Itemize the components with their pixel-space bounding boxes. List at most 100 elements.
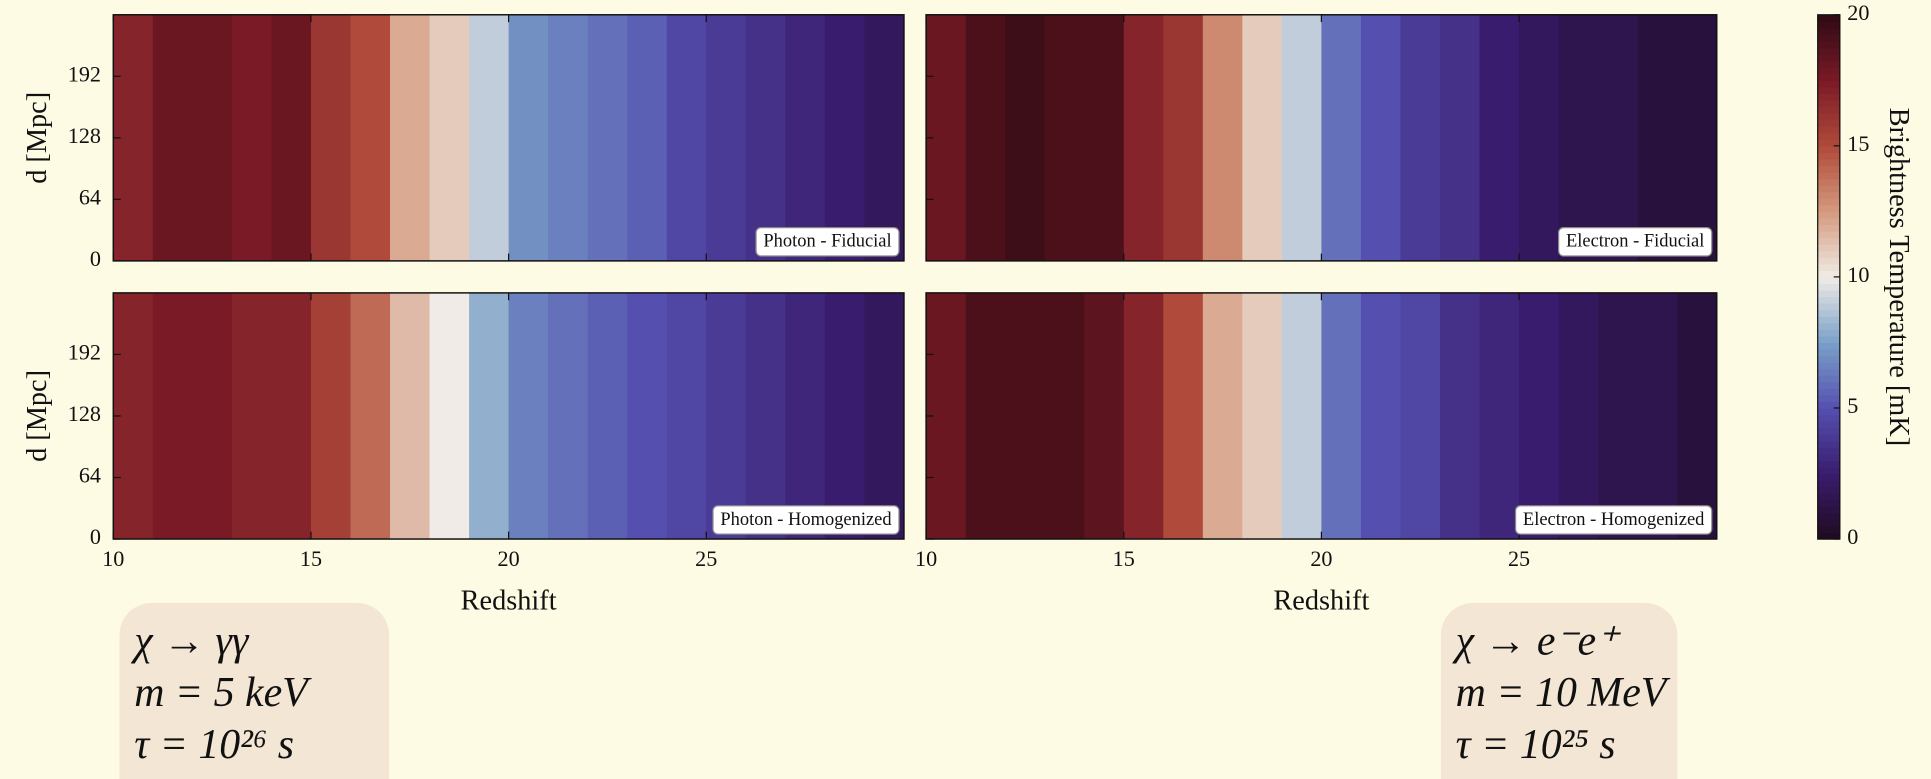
heatmap-cell [548, 293, 588, 539]
y-tick-label: 128 [68, 401, 101, 426]
heatmap-cell [1361, 15, 1401, 261]
colorbar-tick-label: 5 [1847, 393, 1858, 418]
colorbar-segment [1818, 297, 1840, 304]
colorbar-segment [1818, 264, 1840, 271]
colorbar-segment [1818, 152, 1840, 159]
colorbar-segment [1818, 395, 1840, 402]
heatmap-cell [785, 15, 825, 261]
heatmap-cell [1084, 293, 1124, 539]
annotation-line: m = 10 MeV [1456, 670, 1671, 716]
heatmap-cell [1559, 15, 1599, 261]
heatmap-cell [1440, 15, 1480, 261]
heatmap-cell [1124, 15, 1164, 261]
heatmap-cell [1480, 15, 1520, 261]
heatmap-cell [825, 293, 865, 539]
heatmap-cell [192, 15, 232, 261]
heatmap-cell [1282, 15, 1322, 261]
x-tick-label: 10 [102, 546, 124, 571]
heatmap-cell [1519, 293, 1559, 539]
colorbar-segment [1818, 198, 1840, 205]
heatmap-cell [390, 15, 430, 261]
heatmap-cell [1163, 293, 1203, 539]
annotation-line: τ = 10²⁵ s [1456, 722, 1616, 768]
colorbar-segment [1818, 192, 1840, 199]
colorbar-segment [1818, 80, 1840, 87]
heatmap-cell [548, 15, 588, 261]
heatmap-cell [1440, 293, 1480, 539]
x-tick-label: 15 [1113, 546, 1135, 571]
colorbar-segment [1818, 342, 1840, 349]
heatmap-cell [1638, 293, 1678, 539]
colorbar-segment [1818, 493, 1840, 500]
heatmap-cell [825, 15, 865, 261]
colorbar-segment [1818, 231, 1840, 238]
panel-label: Electron - Fiducial [1559, 228, 1712, 256]
heatmap-cell [1242, 293, 1282, 539]
heatmap-cell [706, 15, 746, 261]
colorbar-segment [1818, 506, 1840, 513]
heatmap-cell [1400, 293, 1440, 539]
colorbar-segment [1818, 369, 1840, 376]
x-tick-label: 25 [1508, 546, 1530, 571]
colorbar-segment [1818, 473, 1840, 480]
colorbar-segment [1818, 316, 1840, 323]
heatmap-cell [706, 293, 746, 539]
annotation-line: τ = 10²⁶ s [134, 722, 294, 768]
heatmap-cell [1203, 293, 1243, 539]
panel-label-text: Photon - Fiducial [763, 231, 891, 251]
colorbar-segment [1818, 218, 1840, 225]
colorbar-segment [1818, 41, 1840, 48]
heatmap-cell [350, 293, 390, 539]
colorbar-segment [1818, 388, 1840, 395]
colorbar-segment [1818, 113, 1840, 120]
colorbar-segment [1818, 257, 1840, 264]
colorbar-segment [1818, 34, 1840, 41]
colorbar-segment [1818, 251, 1840, 258]
heatmap-cell [1598, 15, 1638, 261]
colorbar-segment [1818, 48, 1840, 55]
x-tick-label: 15 [300, 546, 322, 571]
heatmap-cell [746, 15, 786, 261]
y-tick-label: 192 [68, 61, 101, 86]
heatmap-cell [509, 293, 549, 539]
colorbar-segment [1818, 519, 1840, 526]
heatmap-cell [1677, 293, 1717, 539]
colorbar-segment [1818, 179, 1840, 186]
colorbar-segment [1818, 15, 1840, 22]
x-tick-label: 20 [1310, 546, 1332, 571]
heatmap-cell [1321, 15, 1361, 261]
heatmap-cell [1242, 15, 1282, 261]
heatmap-cell [192, 293, 232, 539]
colorbar-segment [1818, 120, 1840, 127]
heatmap-cell [1045, 293, 1085, 539]
colorbar-segment [1818, 67, 1840, 74]
annotation-line: m = 5 keV [134, 670, 312, 716]
x-tick-label: 10 [915, 546, 937, 571]
colorbar-label: Brightness Temperature [mK] [1883, 108, 1914, 446]
colorbar-segment [1818, 480, 1840, 487]
heatmap-cell [966, 15, 1006, 261]
colorbar-segment [1818, 460, 1840, 467]
heatmap-cell [1559, 293, 1599, 539]
colorbar-tick-label: 10 [1847, 262, 1869, 287]
colorbar-segment [1818, 185, 1840, 192]
colorbar-segment [1818, 238, 1840, 245]
colorbar-segment [1818, 21, 1840, 28]
annotation-line: χ → e⁻e⁺ [1452, 618, 1621, 664]
colorbar-segment [1818, 133, 1840, 140]
colorbar-segment [1818, 93, 1840, 100]
colorbar-segment [1818, 28, 1840, 35]
heatmap-cell [627, 293, 667, 539]
y-tick-label: 64 [79, 463, 101, 488]
colorbar-segment [1818, 349, 1840, 356]
heatmap-cell [1480, 293, 1520, 539]
heatmap-cell [153, 293, 193, 539]
y-axis-label: d [Mpc] [22, 92, 53, 184]
colorbar-tick-label: 15 [1847, 131, 1869, 156]
y-tick-label: 64 [79, 184, 101, 209]
heatmap-cell [271, 293, 311, 539]
colorbar-segment [1818, 54, 1840, 61]
heatmap-cell [1519, 15, 1559, 261]
colorbar-segment [1818, 408, 1840, 415]
colorbar-segment [1818, 329, 1840, 336]
